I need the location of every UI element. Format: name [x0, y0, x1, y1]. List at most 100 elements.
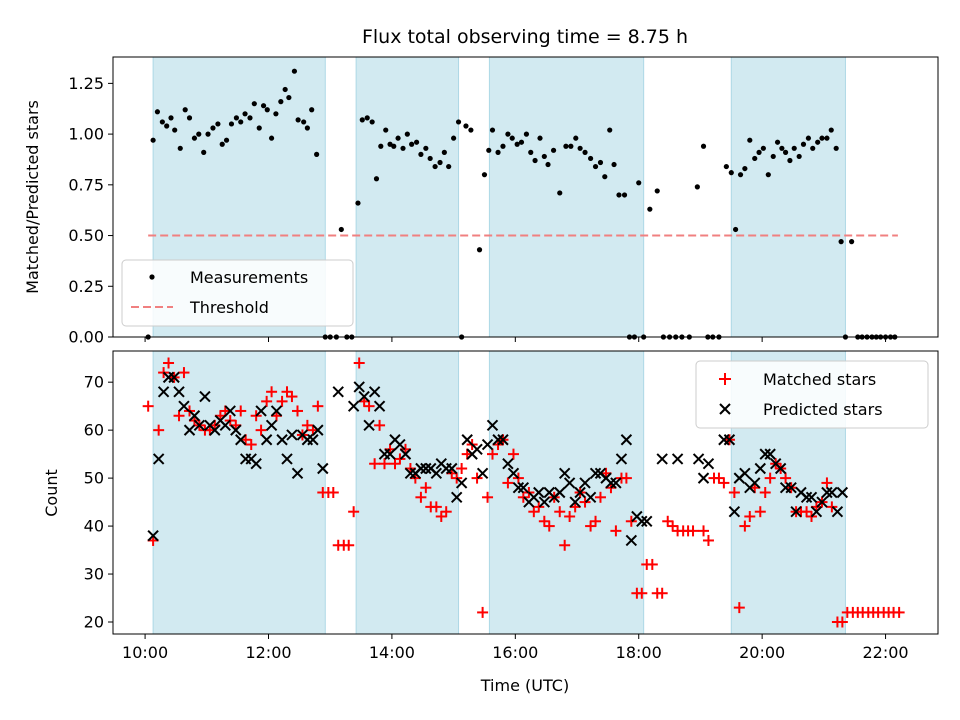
measurement-point — [451, 135, 457, 141]
measurement-point — [800, 141, 807, 147]
matched-star-point — [667, 520, 679, 532]
measurement-point — [489, 127, 496, 133]
measurement-point — [373, 176, 380, 182]
count-points — [142, 357, 905, 628]
measurement-point — [355, 200, 361, 206]
measurement-point — [647, 206, 653, 212]
predicted-star-point — [790, 505, 802, 518]
measurement-point — [838, 239, 844, 245]
observing-window — [355, 56, 460, 338]
measurement-point — [828, 127, 834, 133]
matched-star-point — [564, 510, 576, 522]
predicted-star-point — [692, 453, 705, 465]
matched-star-point — [502, 477, 514, 489]
predicted-star-point — [224, 405, 236, 417]
matched-star-point — [528, 506, 540, 518]
predicted-star-point — [615, 453, 628, 465]
y-tick-label: 0.00 — [68, 328, 104, 347]
measurement-point — [518, 139, 525, 145]
observing-window — [730, 56, 846, 338]
measurement-point — [774, 139, 781, 145]
predicted-star-point — [415, 462, 427, 475]
predicted-star-point — [265, 419, 278, 432]
measurement-point — [636, 180, 642, 186]
predicted-star-point — [625, 534, 638, 547]
matched-star-point — [744, 510, 756, 522]
predicted-star-point — [394, 438, 406, 451]
measurement-point — [364, 115, 370, 121]
predicted-star-point — [826, 486, 838, 499]
predicted-star-point — [497, 434, 509, 446]
predicted-star-point — [584, 491, 597, 504]
predicted-star-point — [538, 496, 551, 508]
matched-star-point — [435, 510, 447, 522]
measurement-point — [273, 111, 279, 117]
predicted-star-point — [193, 419, 206, 432]
predicted-star-point — [404, 467, 417, 480]
measurement-point — [427, 155, 433, 162]
predicted-star-point — [697, 472, 710, 484]
counts-y-ticks: 20 30 40 50 60 70 — [84, 373, 113, 632]
x-tick-label: 14:00 — [369, 643, 415, 662]
measurement-point — [278, 99, 284, 105]
matched-star-point — [353, 357, 365, 369]
predicted-star-point — [276, 434, 288, 446]
matched-star-point — [261, 395, 273, 407]
predicted-star-point — [759, 448, 771, 460]
predicted-star-point — [641, 515, 653, 527]
y-tick-label: 1.25 — [68, 74, 104, 93]
predicted-star-point — [446, 462, 458, 475]
x-tick-label: 18:00 — [616, 643, 662, 662]
predicted-star-point — [507, 467, 520, 480]
measurement-point — [563, 143, 569, 149]
predicted-star-point — [471, 443, 483, 456]
measurement-point — [168, 115, 174, 121]
predicted-star-point — [785, 481, 797, 494]
measurement-point — [532, 157, 538, 164]
predicted-star-point — [178, 400, 190, 412]
measurement-point — [756, 149, 762, 155]
measurement-point — [182, 107, 188, 113]
observing-window — [152, 350, 326, 635]
matched-star-point — [646, 558, 658, 570]
measurement-point — [191, 135, 198, 141]
matched-star-point — [374, 419, 386, 431]
measurement-point — [378, 143, 384, 149]
legend-matched-marker — [719, 373, 731, 385]
x-axis-label: Time (UTC) — [480, 676, 569, 695]
measurement-point — [694, 184, 700, 190]
matched-star-point — [301, 419, 313, 431]
matched-star-point — [482, 491, 494, 503]
matched-star-point — [153, 424, 165, 436]
measurement-point — [621, 192, 628, 198]
matched-star-point — [594, 491, 606, 503]
predicted-star-point — [749, 477, 761, 489]
observing-window — [488, 350, 645, 635]
measurement-point — [602, 174, 608, 180]
measurement-point — [228, 121, 235, 127]
predicted-star-point — [317, 462, 329, 475]
measurement-point — [787, 157, 793, 164]
predicted-star-point — [831, 505, 844, 518]
predicted-star-point — [235, 434, 247, 446]
legend-matched-label: Matched stars — [763, 370, 876, 389]
predicted-star-point — [347, 400, 360, 412]
y-tick-label: 50 — [84, 469, 104, 488]
measurement-point — [654, 188, 660, 194]
measurement-point — [314, 151, 320, 157]
measurement-point — [545, 161, 551, 168]
measurement-point — [737, 172, 744, 178]
matched-star-point — [718, 477, 730, 489]
predicted-star-point — [358, 390, 370, 403]
matched-star-point — [369, 458, 381, 470]
matched-star-point — [348, 506, 360, 518]
predicted-star-point — [774, 462, 787, 475]
measurement-point — [505, 131, 511, 137]
matched-star-point — [702, 534, 714, 546]
matched-star-point — [554, 506, 566, 518]
matched-star-point — [343, 539, 355, 551]
matched-star-point — [801, 506, 813, 518]
x-tick-label: 10:00 — [122, 643, 168, 662]
matched-star-point — [538, 515, 550, 527]
